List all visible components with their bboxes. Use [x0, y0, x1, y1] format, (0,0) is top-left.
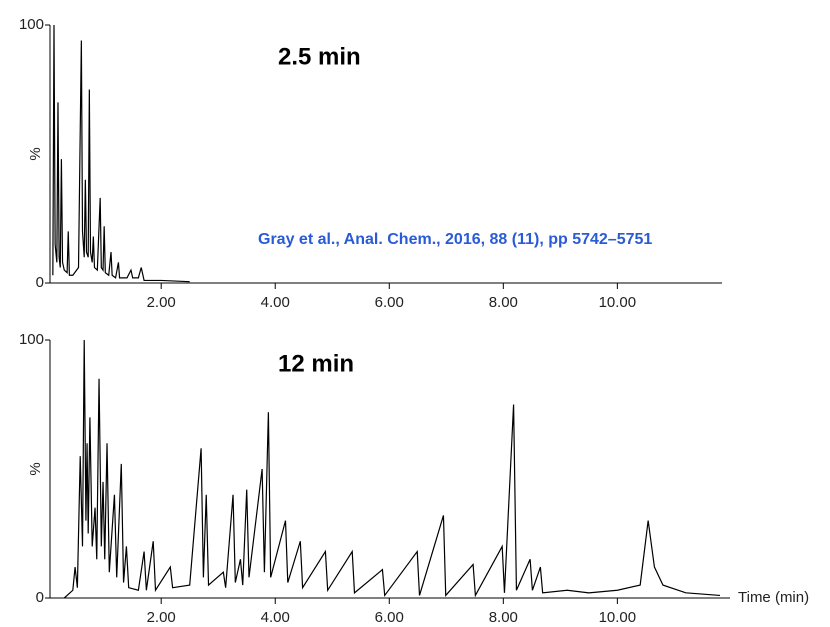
x-tick-label: 4.00 — [261, 294, 290, 311]
chromatogram-trace — [52, 24, 190, 283]
citation: Gray et al., Anal. Chem., 2016, 88 (11),… — [258, 231, 652, 248]
x-tick-label: 6.00 — [375, 609, 404, 626]
x-tick-label: 10.00 — [599, 609, 637, 626]
y-axis-label: % — [27, 462, 44, 475]
x-tick-label: 2.00 — [147, 294, 176, 311]
x-tick-label: 2.00 — [147, 609, 176, 626]
x-axis-label: Time (min) — [738, 589, 809, 606]
chromatogram-trace — [63, 339, 721, 599]
y-tick-label: 0 — [36, 589, 44, 606]
y-tick-label: 100 — [19, 331, 44, 348]
chart-annotation: 12 min — [278, 350, 354, 377]
y-tick-label: 0 — [36, 274, 44, 291]
y-axis-label: % — [27, 147, 44, 160]
y-tick-label: 100 — [19, 16, 44, 33]
x-tick-label: 6.00 — [375, 294, 404, 311]
x-tick-label: 10.00 — [599, 294, 637, 311]
x-tick-label: 8.00 — [489, 294, 518, 311]
chart-annotation: 2.5 min — [278, 43, 361, 70]
x-tick-label: 4.00 — [261, 609, 290, 626]
x-tick-label: 8.00 — [489, 609, 518, 626]
